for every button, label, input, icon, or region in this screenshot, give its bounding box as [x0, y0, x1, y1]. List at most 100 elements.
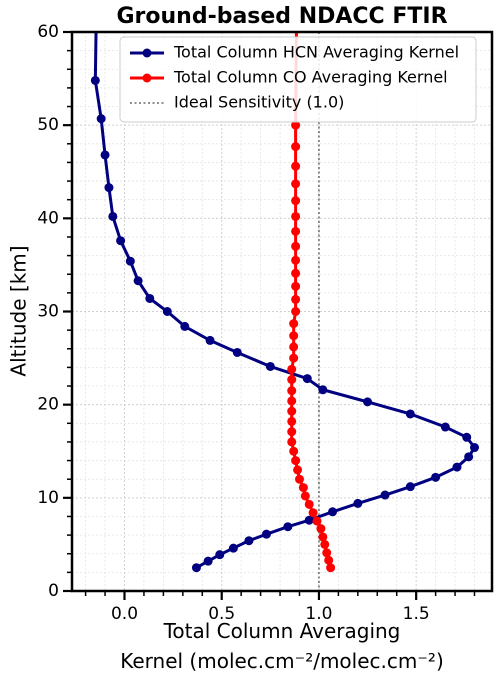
data-point [133, 276, 143, 286]
y-tick-label: 30 [37, 302, 59, 322]
plot-area [90, 9, 479, 591]
data-point [302, 374, 312, 384]
data-point [291, 456, 301, 466]
data-point [100, 150, 110, 160]
y-tick-label: 20 [37, 395, 59, 415]
data-point [318, 385, 328, 395]
data-point [287, 375, 297, 385]
data-point [90, 75, 100, 85]
y-tick-label: 60 [37, 22, 59, 42]
data-point [291, 161, 301, 171]
plot-frame [70, 30, 494, 593]
data-point [289, 353, 299, 363]
legend-label: Total Column CO Averaging Kernel [173, 68, 448, 87]
data-point [287, 427, 297, 437]
data-point [326, 563, 336, 573]
legend-box [119, 36, 477, 123]
data-point [215, 550, 225, 560]
data-point [316, 524, 326, 534]
data-point [287, 396, 297, 406]
data-point [287, 364, 297, 374]
data-point [291, 211, 301, 221]
chart-title: Ground-based NDACC FTIR [116, 4, 447, 29]
data-point [203, 556, 213, 566]
data-point [287, 437, 297, 447]
data-point [289, 342, 299, 352]
data-point [363, 397, 373, 407]
data-point [405, 409, 415, 419]
legend: Total Column HCN Averaging Kernel Total C… [119, 36, 477, 123]
x-tick-label: 1.5 [403, 604, 430, 624]
data-point [440, 422, 450, 432]
x-axis-label: Kernel (molec.cm⁻²/molec.cm⁻²) [120, 649, 444, 673]
data-point [287, 416, 297, 426]
data-point [287, 406, 297, 416]
legend-label: Ideal Sensitivity (1.0) [174, 93, 344, 112]
data-point [322, 548, 332, 558]
data-point [431, 472, 441, 482]
data-point [328, 507, 338, 517]
data-point [191, 563, 201, 573]
y-tick-label: 0 [48, 581, 59, 601]
data-point [289, 319, 299, 329]
data-point [96, 114, 106, 124]
data-point [464, 452, 474, 462]
data-point [291, 196, 301, 206]
data-point [320, 539, 330, 549]
data-point [232, 347, 242, 357]
data-point [125, 256, 135, 266]
data-point [104, 183, 114, 193]
x-tick-label: 0.5 [208, 604, 235, 624]
data-point [462, 432, 472, 442]
data-point [92, 9, 101, 18]
data-point [291, 226, 301, 236]
data-point [293, 465, 303, 475]
data-point [291, 268, 301, 278]
data-point [291, 294, 301, 304]
data-point [308, 508, 318, 518]
data-point [291, 120, 301, 130]
legend-marker [142, 48, 152, 58]
data-point [261, 529, 271, 539]
data-point [291, 241, 301, 251]
data-point [145, 293, 155, 303]
x-axis-label: Total Column Averaging [163, 619, 401, 643]
y-tick-label: 10 [37, 488, 59, 508]
legend-label: Total Column HCN Averaging Kernel [173, 43, 459, 62]
x-tick-label: 1.0 [305, 604, 332, 624]
data-point [116, 236, 126, 246]
data-point [205, 335, 215, 345]
data-point [265, 361, 275, 371]
data-point [318, 532, 328, 542]
data-point [289, 446, 299, 456]
data-point [353, 498, 363, 508]
data-point [291, 307, 301, 316]
y-tick-label: 50 [37, 115, 59, 135]
data-point [244, 536, 254, 546]
legend-marker [142, 73, 152, 83]
data-point [295, 474, 304, 484]
data-point [298, 483, 308, 493]
data-point [324, 555, 334, 565]
data-point [452, 462, 462, 472]
data-point [228, 543, 238, 553]
data-point [304, 499, 314, 509]
data-point [405, 482, 415, 492]
y-axis-label: Altitude [km] [7, 245, 31, 376]
data-point [291, 255, 301, 265]
data-point [108, 211, 118, 221]
data-point [287, 386, 297, 396]
data-point [162, 307, 172, 316]
x-tick-label: 0.0 [111, 604, 138, 624]
data-point [289, 331, 299, 341]
data-point [291, 142, 301, 152]
data-point [312, 516, 322, 526]
data-point [380, 490, 390, 500]
data-point [300, 491, 310, 501]
data-point [304, 515, 314, 525]
data-point [470, 443, 479, 453]
data-point [291, 281, 301, 291]
data-point [180, 321, 190, 331]
